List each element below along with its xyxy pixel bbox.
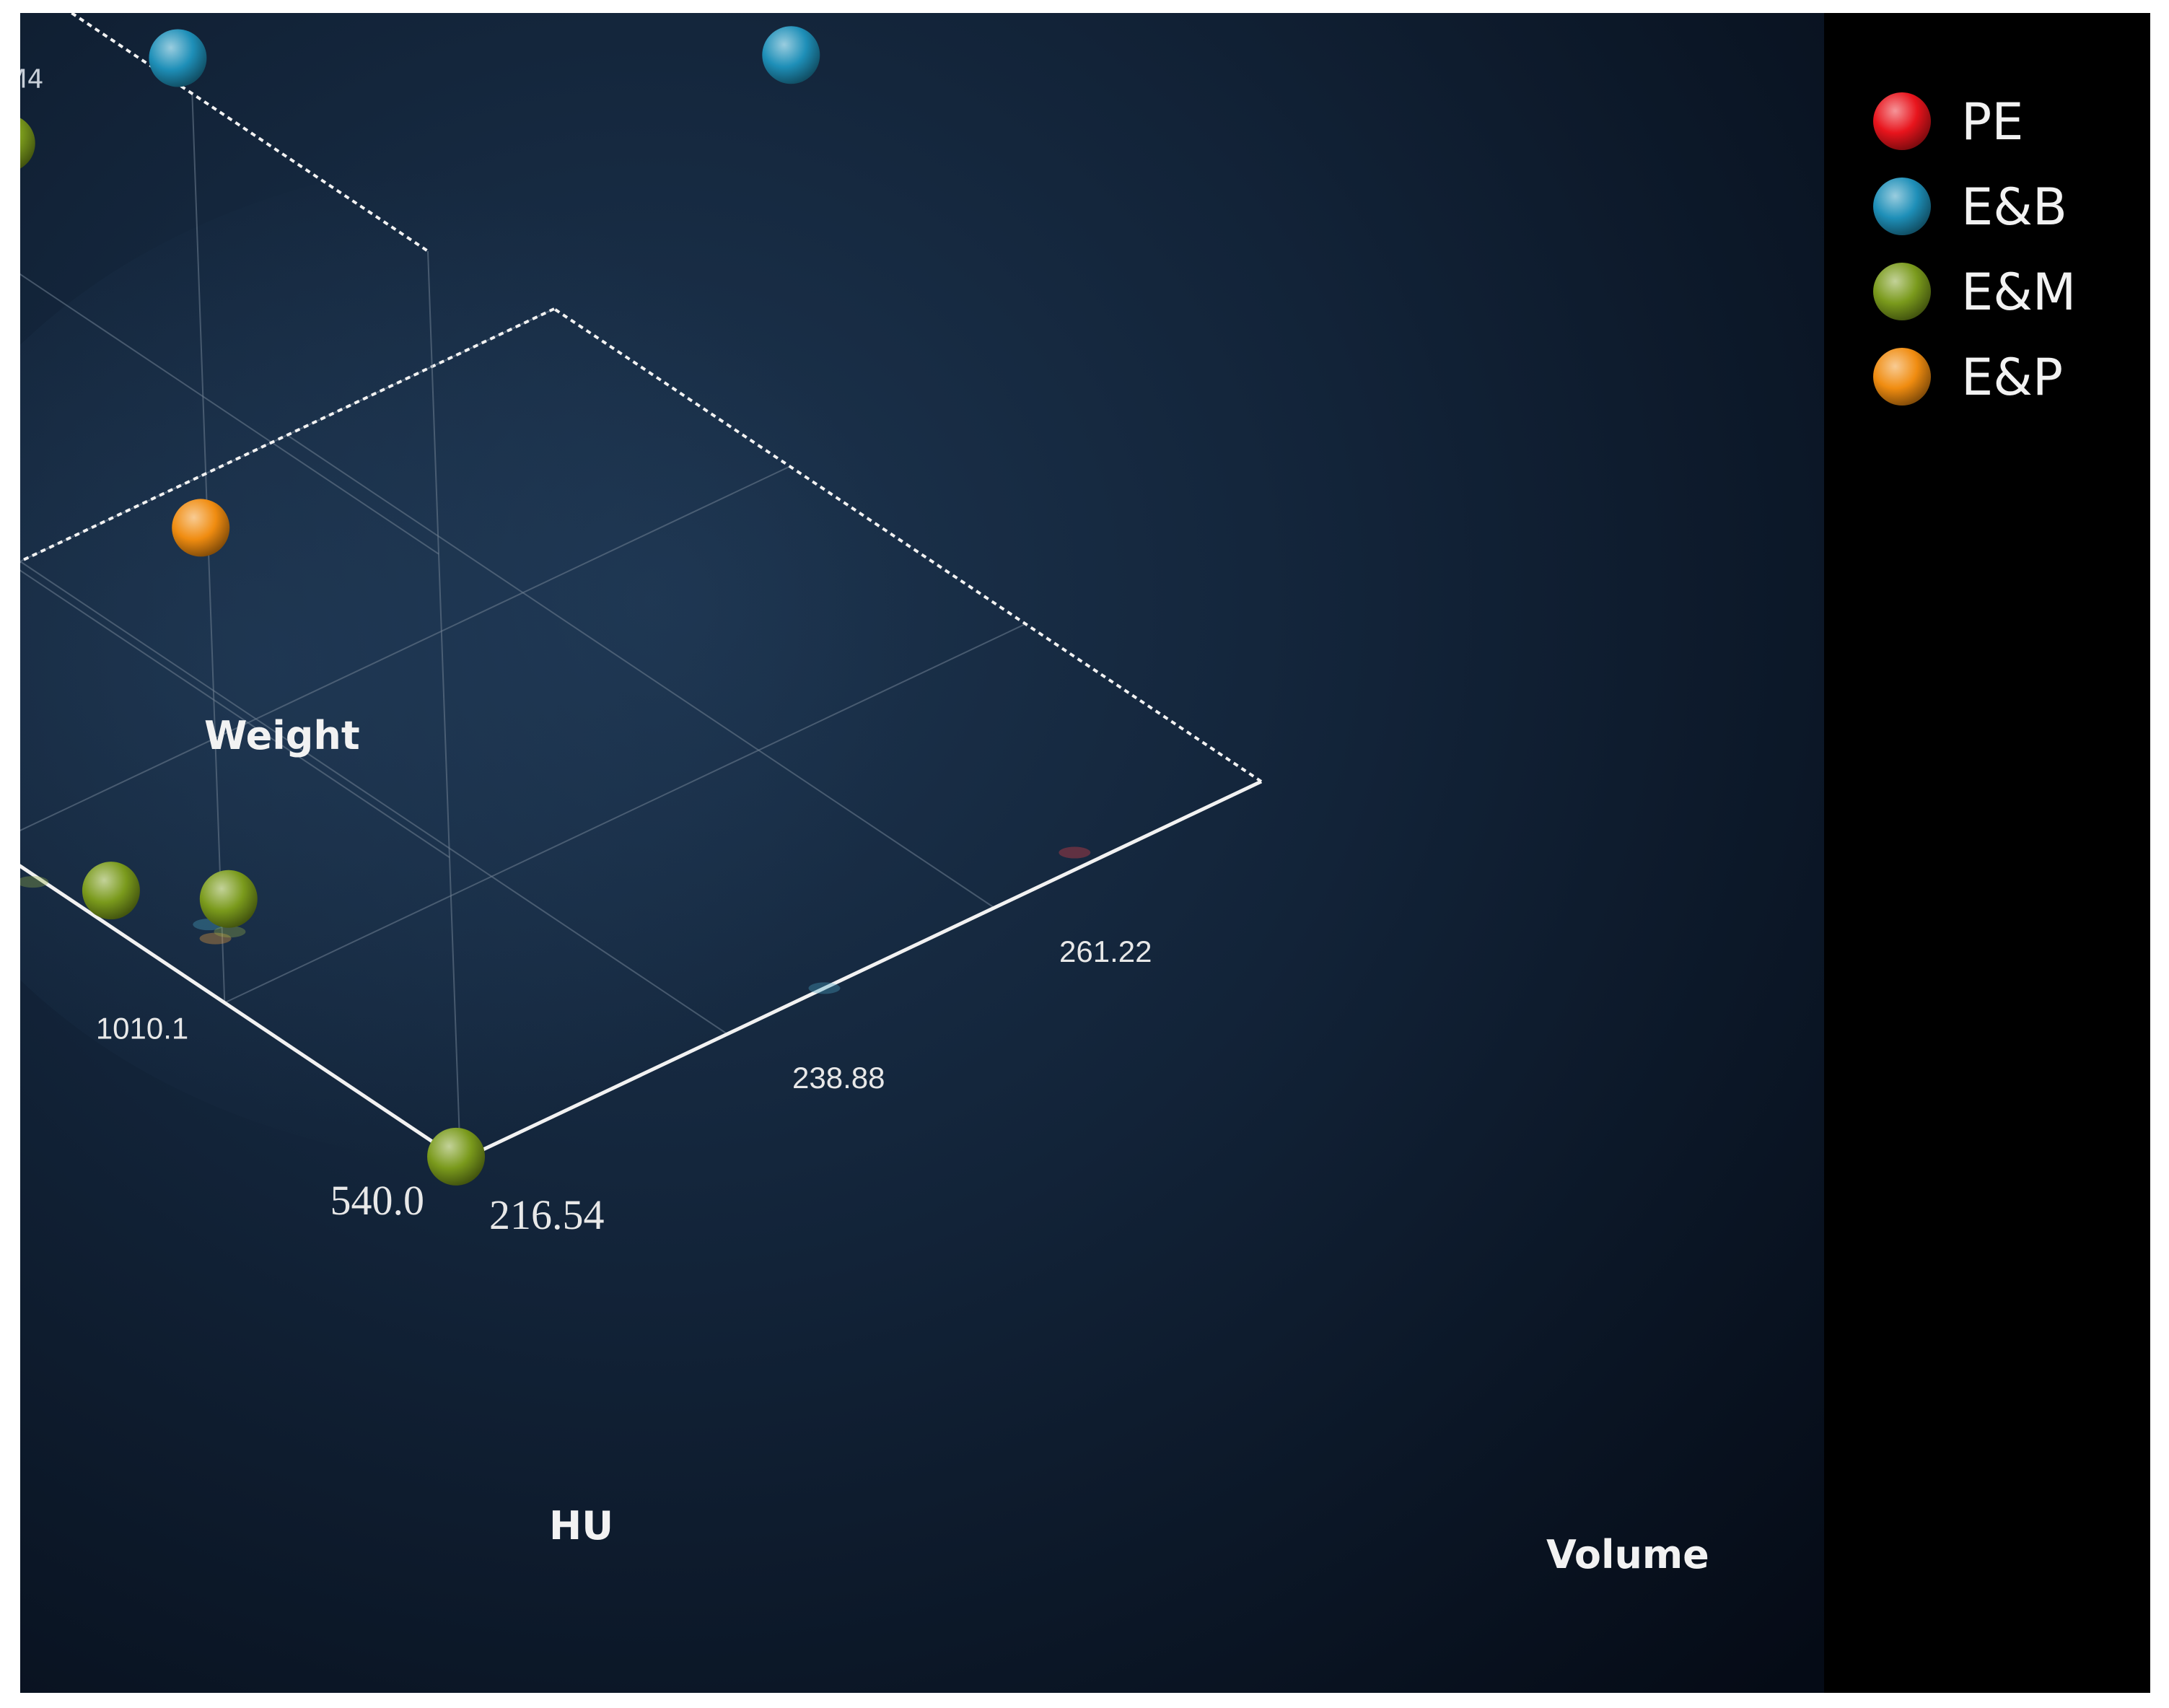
floor-far-edge xyxy=(553,307,1263,783)
y-tick-label: 1010.1 xyxy=(96,1012,188,1046)
floor-grid-line xyxy=(286,434,995,908)
floor-grid-line xyxy=(20,561,728,1035)
chart-frame: 252.1306.6361.2415.7540.01010.11480.1195… xyxy=(20,13,2150,1693)
wall-grid-line xyxy=(20,569,450,859)
legend-label: E&M xyxy=(1961,263,2076,322)
y-axis-line xyxy=(20,864,462,1162)
wall-front-edge xyxy=(427,250,461,1161)
legend-marker xyxy=(1873,92,1931,150)
legend-marker xyxy=(1873,263,1931,320)
wall-top-edge xyxy=(69,13,429,253)
data-point-eandm xyxy=(82,862,140,920)
point-shadow xyxy=(1059,846,1091,859)
tick-labels: 252.1306.6361.2415.7540.01010.11480.1195… xyxy=(96,934,1152,1238)
grid-lines xyxy=(20,93,1026,1035)
data-points xyxy=(20,26,1091,1186)
data-point-eandb xyxy=(762,26,820,84)
x-axis-line xyxy=(459,779,1263,1162)
y-axis-title: HU xyxy=(549,1503,613,1549)
plot-background-haze xyxy=(20,157,1175,1168)
point-shadow xyxy=(214,926,246,938)
point-shadow xyxy=(808,982,841,994)
data-point-eandp xyxy=(172,499,230,557)
data-point-eandb xyxy=(149,29,207,87)
data-point-eandm xyxy=(427,1127,486,1186)
point-shadow xyxy=(199,932,232,945)
floor-back-edge xyxy=(20,307,555,564)
x-axis-title: Volume xyxy=(1546,1532,1709,1577)
legend-marker xyxy=(1873,178,1931,235)
x-tick-label: 261.22 xyxy=(1059,934,1152,968)
floor-grid-line xyxy=(20,465,791,831)
floor-grid-line xyxy=(224,623,1026,1004)
x-tick-label: 216.54 xyxy=(489,1191,605,1238)
annotation-label: OMM4 xyxy=(20,65,44,95)
data-point-eandm xyxy=(199,870,258,928)
axis-frame xyxy=(20,13,1263,1162)
z-axis-title: Weight xyxy=(204,713,360,758)
y-tick-label: 540.0 xyxy=(330,1177,425,1224)
scatter-3d-plot: 252.1306.6361.2415.7540.01010.11480.1195… xyxy=(20,13,2150,1693)
legend-label: E&P xyxy=(1961,348,2063,407)
legend-label: E&B xyxy=(1961,178,2067,237)
x-tick-label: 238.88 xyxy=(792,1061,885,1095)
data-point-eandm xyxy=(20,118,35,169)
annotations: OMM4 xyxy=(20,65,44,95)
legend-label: PE xyxy=(1961,92,2023,152)
legend-marker xyxy=(1873,348,1931,406)
legend: PE E&B E&M E&P xyxy=(1873,92,2076,407)
point-shadow xyxy=(20,876,49,888)
wall-grid-line xyxy=(20,273,439,555)
